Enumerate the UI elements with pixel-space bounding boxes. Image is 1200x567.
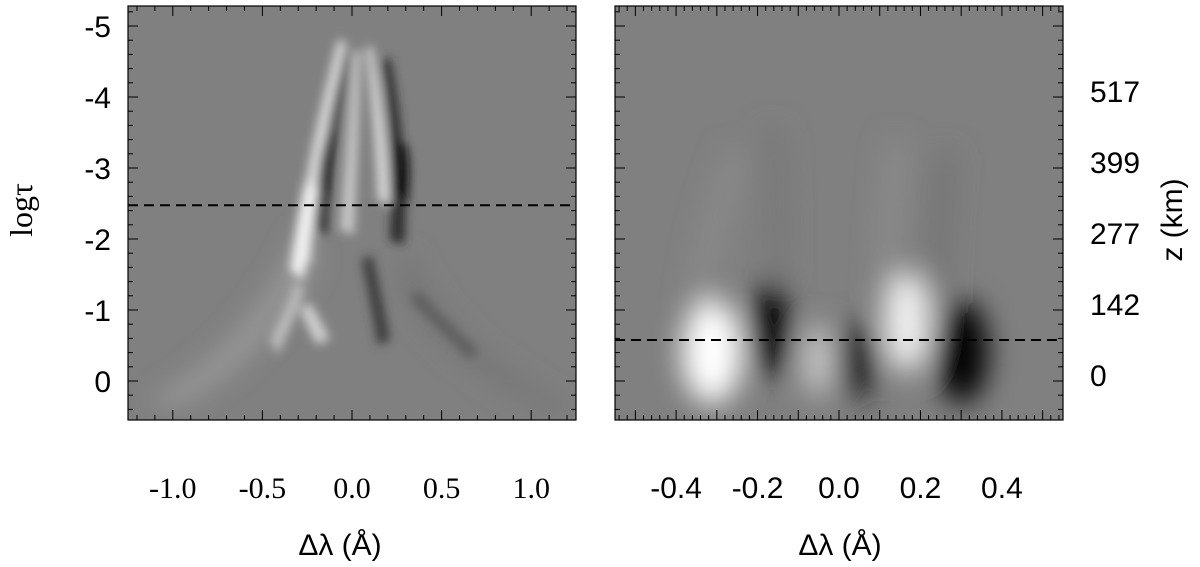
right-x-axis-title: Δλ (Å) (798, 529, 881, 562)
left-x-tick-label: -1.0 (149, 472, 197, 505)
left-x-tick-label: -0.5 (239, 472, 287, 505)
left-x-tick-label: 0.0 (333, 472, 371, 505)
left-x-tick-label: 1.0 (512, 472, 550, 505)
left-x-axis-title: Δλ (Å) (298, 529, 381, 562)
left-y-tick-label: -3 (84, 153, 111, 186)
left-y-axis-title: logτ (3, 183, 39, 237)
right-x-tick-label: -0.2 (732, 472, 784, 505)
left-heatmap (150, 40, 570, 415)
left-x-tick-label: 0.5 (423, 472, 461, 505)
left-axis-ticks (128, 6, 576, 420)
left-y-tick-label: -4 (84, 82, 111, 115)
left-y-tick-label: 0 (94, 366, 111, 399)
right-y-tick-label: 142 (1090, 289, 1140, 322)
right-y-tick-label: 399 (1090, 147, 1140, 180)
right-y-tick-label: 0 (1090, 360, 1107, 393)
right-axis-ticks (615, 6, 1063, 420)
right-x-tick-label: 0.0 (818, 472, 860, 505)
left-y-tick-label: -2 (84, 224, 111, 257)
left-y-tick-label: -5 (84, 11, 111, 44)
left-panel: -1.0 -0.5 0.0 0.5 1.0 0 -1 -2 -3 -4 -5 Δλ (Å) logτ (3, 5, 577, 562)
right-y-axis-title: z (km) (1156, 178, 1189, 261)
right-x-tick-label: -0.4 (650, 472, 702, 505)
right-y-tick-label: 517 (1090, 76, 1140, 109)
right-x-tick-label: 0.2 (900, 472, 942, 505)
right-axis-tick-labels: -0.4 -0.2 0.0 0.2 0.4 0 142 277 399 517 (650, 76, 1140, 505)
right-heatmap (682, 130, 988, 404)
right-x-tick-label: 0.4 (981, 472, 1023, 505)
left-axis-tick-labels: -1.0 -0.5 0.0 0.5 1.0 0 -1 -2 -3 -4 -5 (84, 11, 550, 505)
right-y-tick-label: 277 (1090, 218, 1140, 251)
right-panel: -0.4 -0.2 0.0 0.2 0.4 0 142 277 399 517 Δλ (Å) z … (614, 5, 1189, 562)
left-y-tick-label: -1 (84, 295, 111, 328)
